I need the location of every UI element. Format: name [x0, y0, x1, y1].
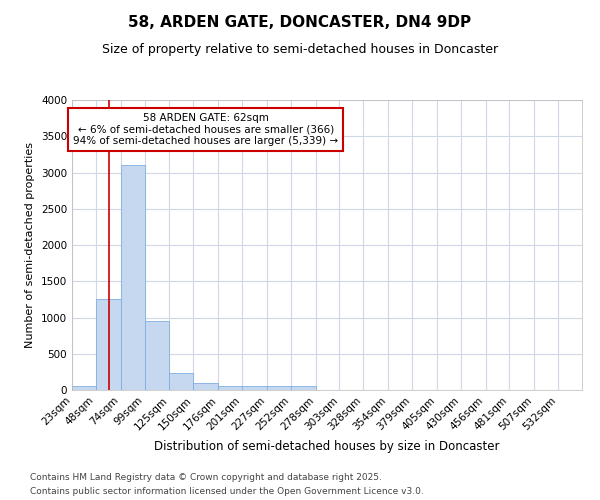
Bar	[72, 386, 96, 390]
Bar	[96, 298, 121, 390]
X-axis label: Distribution of semi-detached houses by size in Doncaster: Distribution of semi-detached houses by …	[154, 440, 500, 453]
Text: Size of property relative to semi-detached houses in Doncaster: Size of property relative to semi-detach…	[102, 42, 498, 56]
Bar	[169, 374, 193, 390]
Bar	[193, 383, 218, 390]
Bar	[218, 386, 242, 390]
Bar	[291, 386, 316, 390]
Text: 58, ARDEN GATE, DONCASTER, DN4 9DP: 58, ARDEN GATE, DONCASTER, DN4 9DP	[128, 15, 472, 30]
Bar	[145, 321, 169, 390]
Bar	[121, 166, 145, 390]
Bar	[267, 386, 291, 390]
Text: 58 ARDEN GATE: 62sqm
← 6% of semi-detached houses are smaller (366)
94% of semi-: 58 ARDEN GATE: 62sqm ← 6% of semi-detach…	[73, 113, 338, 146]
Bar	[242, 386, 267, 390]
Y-axis label: Number of semi-detached properties: Number of semi-detached properties	[25, 142, 35, 348]
Text: Contains public sector information licensed under the Open Government Licence v3: Contains public sector information licen…	[30, 488, 424, 496]
Text: Contains HM Land Registry data © Crown copyright and database right 2025.: Contains HM Land Registry data © Crown c…	[30, 472, 382, 482]
